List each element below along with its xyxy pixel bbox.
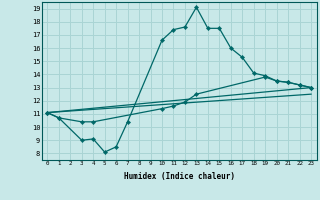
X-axis label: Humidex (Indice chaleur): Humidex (Indice chaleur) [124,172,235,181]
